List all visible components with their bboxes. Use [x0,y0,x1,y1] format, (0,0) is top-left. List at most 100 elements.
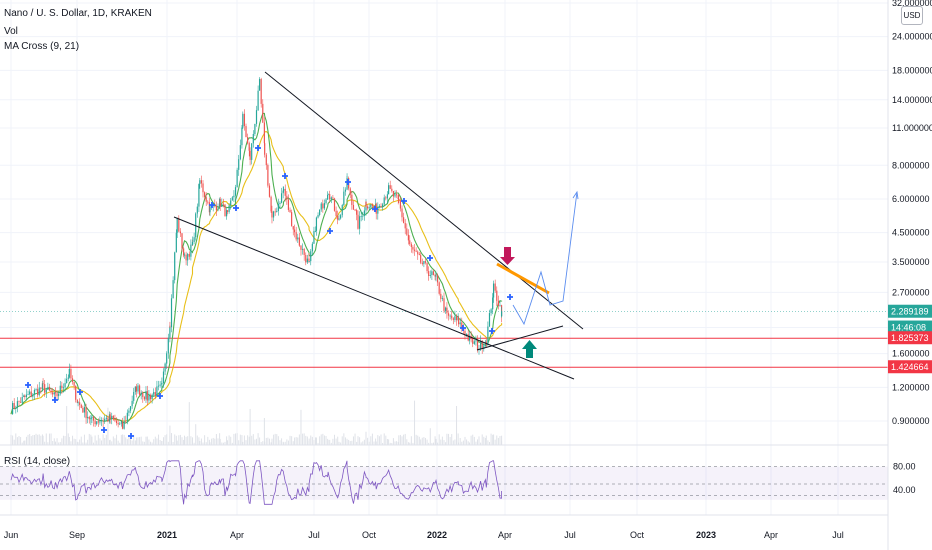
candle-body [332,197,334,199]
candle-body [187,253,189,261]
upper-trendline [264,71,584,330]
candle-body [289,209,291,213]
candle-body [263,122,265,144]
volume-bar [76,441,78,445]
candle-body [228,205,230,212]
candle-body [20,401,22,403]
volume-bar [377,435,379,445]
volume-bar [40,435,42,445]
candle-body [314,230,317,232]
volume-bar [64,435,66,445]
volume-bar [484,437,486,445]
candle-body [105,417,107,419]
time-tick-label: 2021 [157,530,177,540]
time-tick-label: Oct [630,530,645,540]
volume-bar [62,435,64,445]
candle-body [283,188,285,191]
candle-body [279,202,281,204]
candle-body [446,307,448,314]
volume-bar [429,428,431,445]
volume-bar [219,433,221,445]
volume-bar [268,438,270,445]
volume-bar [221,442,223,445]
candle-body [156,386,158,396]
time-tick-label: Jul [308,530,320,540]
volume-bar [148,439,150,445]
ma-cross-marker [157,393,163,399]
candle-body [465,334,468,336]
volume-indicator-label[interactable]: Vol [4,26,18,37]
volume-bar [431,442,433,445]
volume-bar [292,441,294,445]
volume-bar [337,436,339,445]
volume-bar [183,439,185,445]
candle-body [153,392,155,395]
volume-bar [227,440,229,445]
candle-body [292,226,294,230]
volume-bar [448,433,450,445]
candle-body [488,313,491,327]
candle-body [226,210,228,217]
candle-body [48,386,51,391]
candle-body [391,188,393,192]
volume-bar [302,433,304,445]
candle-body [100,420,103,422]
candle-body [454,316,456,320]
candle-body [341,205,343,216]
candle-body [438,282,440,294]
candle-body [66,378,68,384]
volume-bar [75,439,77,445]
candle-body [415,250,417,252]
candle-body [53,392,55,395]
breakout-highlight [496,262,550,295]
candle-body [272,211,275,218]
candle-body [258,79,261,91]
candle-body [61,385,63,389]
volume-bar [96,440,98,445]
candle-body [108,414,111,422]
volume-bar [322,433,324,445]
candle-body [251,143,253,160]
price-tick-label: 14.000000 [892,95,932,105]
symbol-title[interactable]: Nano / U. S. Dollar, 1D, KRAKEN [4,8,152,19]
currency-selector[interactable]: USD [901,6,923,25]
volume-bar [214,438,216,445]
candle-body [40,387,42,389]
ma-cross-marker [128,433,134,439]
volume-bar [185,436,187,445]
ma-cross-indicator-label[interactable]: MA Cross (9, 21) [4,41,80,52]
candle-body [202,183,204,193]
volume-bar [488,442,490,445]
candle-body [77,402,79,404]
volume-bar [133,435,135,445]
rsi-tick-label: 40.00 [893,485,916,495]
volume-bars [10,400,503,445]
candle-body [169,326,171,328]
volume-bar [146,436,148,445]
volume-bar [424,437,426,445]
candle-body [329,194,331,200]
candle-body [219,198,221,207]
candle-body [44,384,46,393]
volume-bar [277,436,279,445]
candle-body [134,386,136,392]
candle-body [71,378,74,382]
volume-bar [226,436,228,445]
candle-body [375,203,377,208]
volume-bar [172,441,174,445]
candle-body [13,403,15,409]
candle-body [464,330,466,336]
candle-body [183,248,185,256]
candle-body [226,210,229,212]
candle-body [137,385,139,392]
candle-body [480,340,482,349]
ma-cross-marker [345,179,351,185]
time-tick-label: 2022 [427,530,447,540]
candle-body [303,248,305,255]
volume-bar [294,437,296,445]
volume-bar [116,434,118,445]
trendline-drawings [173,71,584,380]
candle-body [142,392,144,397]
rsi-indicator-label[interactable]: RSI (14, close) [4,456,71,467]
